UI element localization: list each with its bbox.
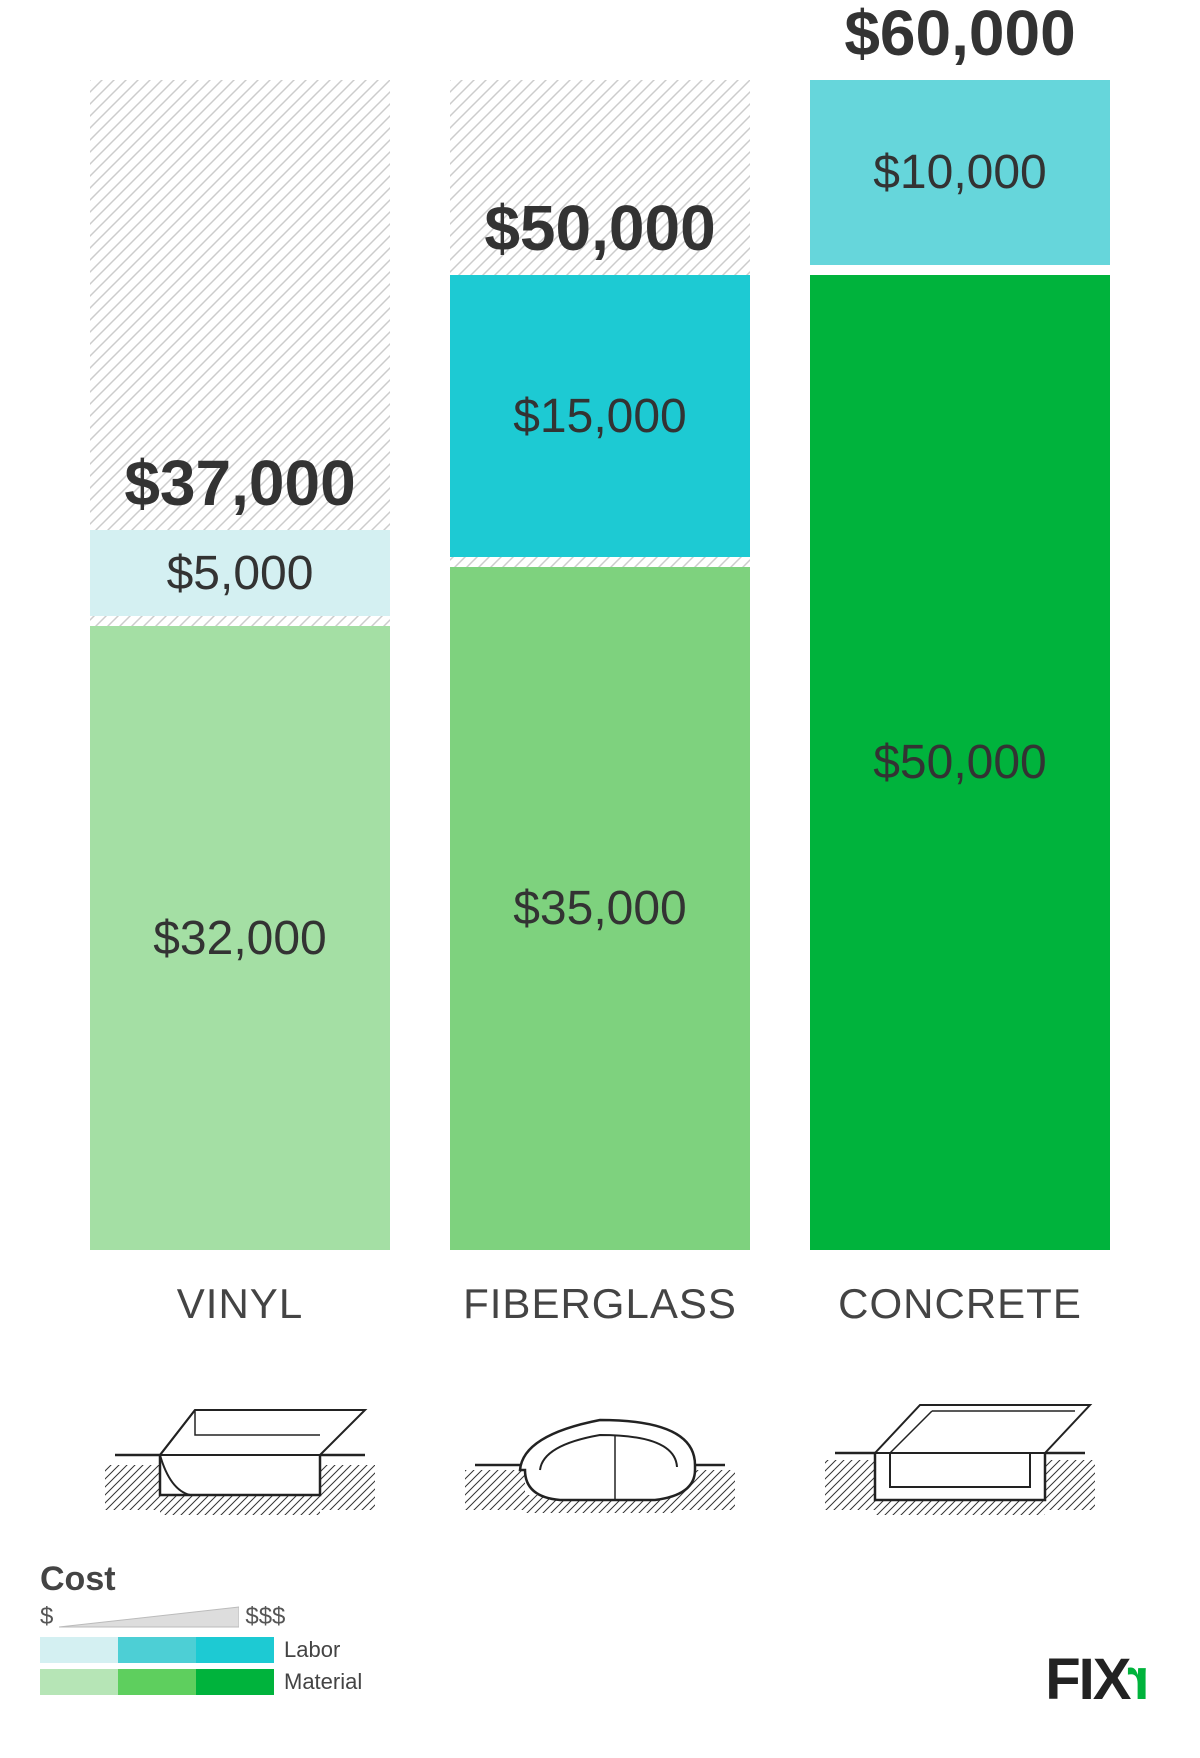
- swatch: [118, 1637, 196, 1663]
- material-segment-fiberglass: $35,000: [450, 567, 750, 1250]
- category-label: CONCRETE: [810, 1280, 1110, 1328]
- legend-label: Material: [284, 1669, 362, 1695]
- category-label: VINYL: [90, 1280, 390, 1328]
- total-label-fiberglass: $50,000: [450, 191, 750, 265]
- concrete-illustration: [810, 1370, 1110, 1530]
- material-value: $32,000: [153, 911, 327, 966]
- column-vinyl: $37,000 $5,000 $32,000: [90, 80, 390, 1250]
- swatch: [118, 1669, 196, 1695]
- logo-text: FIX: [1045, 1646, 1129, 1713]
- swatch: [196, 1669, 274, 1695]
- fiberglass-illustration: [450, 1370, 750, 1530]
- legend-low: $: [40, 1603, 53, 1631]
- total-label-vinyl: $37,000: [90, 446, 390, 520]
- legend-row-material: Material: [40, 1669, 362, 1695]
- swatch: [196, 1637, 274, 1663]
- material-value: $35,000: [513, 881, 687, 936]
- material-segment-vinyl: $32,000: [90, 626, 390, 1250]
- swatch: [40, 1637, 118, 1663]
- labor-value: $5,000: [167, 546, 314, 601]
- labor-segment-fiberglass: $15,000: [450, 275, 750, 557]
- triangle-icon: [59, 1605, 239, 1629]
- labor-value: $10,000: [873, 145, 1047, 200]
- swatch: [40, 1669, 118, 1695]
- material-value: $50,000: [873, 735, 1047, 790]
- legend: Cost $ $$$ Labor Material: [40, 1560, 362, 1701]
- vinyl-illustration: [90, 1370, 390, 1530]
- material-segment-concrete: $50,000: [810, 275, 1110, 1250]
- labor-segment-vinyl: $5,000: [90, 530, 390, 616]
- legend-row-labor: Labor: [40, 1637, 362, 1663]
- legend-title: Cost: [40, 1560, 362, 1599]
- chart-area: $37,000 $5,000 $32,000 $50,000 $15,000 $…: [90, 80, 1110, 1250]
- category-labels: VINYL FIBERGLASS CONCRETE: [90, 1280, 1110, 1328]
- illustrations: [90, 1370, 1110, 1530]
- labor-value: $15,000: [513, 389, 687, 444]
- legend-label: Labor: [284, 1637, 340, 1663]
- labor-segment-concrete: $10,000: [810, 80, 1110, 265]
- total-label-concrete: $60,000: [810, 0, 1110, 70]
- fixr-logo: FIXr: [1045, 1646, 1150, 1713]
- logo-suffix: r: [1129, 1646, 1150, 1713]
- legend-high: $$$: [245, 1603, 285, 1631]
- column-concrete: $60,000 $10,000 $50,000: [810, 80, 1110, 1250]
- category-label: FIBERGLASS: [450, 1280, 750, 1328]
- legend-scale: $ $$$: [40, 1603, 362, 1631]
- column-fiberglass: $50,000 $15,000 $35,000: [450, 80, 750, 1250]
